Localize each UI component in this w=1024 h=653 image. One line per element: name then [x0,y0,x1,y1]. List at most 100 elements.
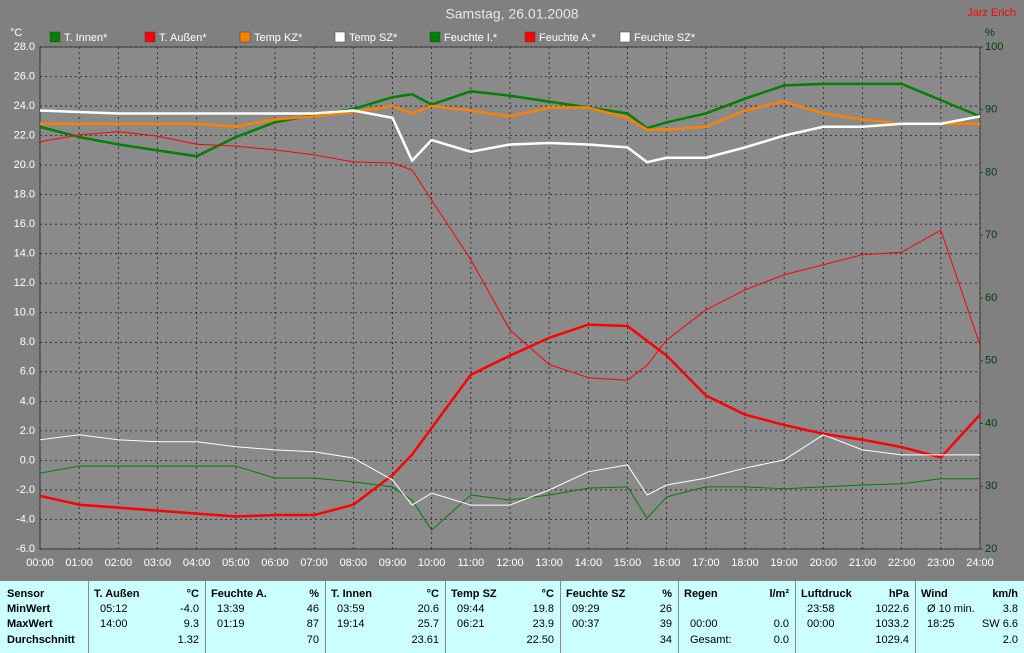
legend-label: Feuchte I.* [444,32,498,44]
table-cell: 1033.2 [875,618,909,630]
table-cell: Temp SZ [451,588,497,600]
table-cell: 03:59 [337,603,365,615]
table-cell: 0.0 [773,634,789,646]
x-tick-label: 06:00 [261,557,289,569]
y-tick-label: 14.0 [14,248,35,260]
x-tick-label: 23:00 [927,557,955,569]
x-tick-label: 17:00 [692,557,720,569]
x-tick-label: 16:00 [653,557,681,569]
legend-label: T. Außen* [159,32,207,44]
table-cell: 1.32 [177,634,199,646]
y-tick-label: 16.0 [14,218,35,230]
table-cell: 19:14 [337,618,365,630]
table-cell: l/m² [769,588,789,600]
table-cell: 19.8 [532,603,554,615]
column-separator [88,581,89,653]
table-cell: °C [541,588,554,600]
column-separator [795,581,796,653]
y2-axis-label: % [985,27,995,39]
table-cell: 09:29 [572,603,600,615]
column-separator [445,581,446,653]
legend-swatch [524,31,536,43]
table-cell: km/h [992,588,1018,600]
table-cell: Gesamt: [690,634,732,646]
series-line [39,82,981,158]
table-cell: Durchschnitt [7,634,75,646]
table-cell: 06:21 [457,618,485,630]
table-cell: T. Außen [94,588,140,600]
y-axis-label: °C [10,27,22,39]
x-tick-label: 09:00 [379,557,407,569]
series-line [40,100,980,131]
x-tick-label: 11:00 [457,557,484,569]
table-cell: 01:19 [217,618,245,630]
series-line [39,323,981,518]
legend-label: Temp KZ* [254,32,303,44]
y2-tick-label: 40 [985,417,997,429]
table-cell: °C [186,588,199,600]
y-tick-label: 12.0 [14,277,35,289]
table-cell: Sensor [7,588,45,600]
legend-swatch [239,31,251,43]
table-cell: 87 [306,618,319,630]
table-cell: MaxWert [7,618,53,630]
y-tick-label: -4.0 [16,513,35,525]
table-cell: 70 [306,634,319,646]
y-tick-label: 18.0 [14,189,35,201]
series-line [39,131,981,381]
table-cell: 9.3 [183,618,199,630]
table-cell: 00:00 [807,618,835,630]
table-cell: °C [426,588,439,600]
y-tick-label: 28.0 [14,41,35,53]
y-tick-label: 4.0 [20,395,35,407]
column-separator [325,581,326,653]
x-tick-label: 10:00 [418,557,446,569]
x-tick-label: 04:00 [183,557,211,569]
y2-tick-label: 100 [985,41,1003,53]
y-tick-label: -6.0 [16,543,35,555]
table-cell: % [309,588,319,600]
table-cell: hPa [888,588,909,600]
table-cell: 22.50 [526,634,554,646]
y-tick-label: -2.0 [16,484,35,496]
table-cell: 1029.4 [875,634,909,646]
table-cell: 20.6 [417,603,439,615]
x-tick-label: 18:00 [731,557,759,569]
y-tick-label: 20.0 [14,159,35,171]
table-cell: 1022.6 [875,603,909,615]
y2-tick-label: 60 [985,292,997,304]
table-cell: MinWert [7,603,51,615]
y-tick-label: 2.0 [20,425,35,437]
table-cell: 2.0 [1002,634,1018,646]
x-tick-label: 24:00 [966,557,994,569]
x-tick-label: 22:00 [888,557,916,569]
table-cell: Ø 10 min. [927,603,975,615]
y-tick-label: 10.0 [14,307,35,319]
x-tick-label: 19:00 [770,557,798,569]
y2-tick-label: 50 [985,355,997,367]
y2-tick-label: 30 [985,480,997,492]
table-cell: 26 [659,603,672,615]
y2-tick-label: 90 [985,104,997,116]
x-tick-label: 21:00 [849,557,877,569]
x-tick-label: 00:00 [26,557,54,569]
legend-label: Feuchte A.* [539,32,597,44]
y-tick-label: 26.0 [14,70,35,82]
table-cell: 05:12 [100,603,128,615]
table-cell: 00:00 [690,618,718,630]
x-tick-label: 02:00 [105,557,133,569]
column-separator [205,581,206,653]
table-cell: 14:00 [100,618,128,630]
table-cell: 39 [659,618,672,630]
table-cell: 3.8 [1002,603,1018,615]
table-cell: T. Innen [331,588,372,600]
legend-swatch [144,31,156,43]
legend-swatch [334,31,346,43]
table-cell: 46 [306,603,319,615]
series-line [39,465,980,531]
table-cell: 0.0 [773,618,789,630]
table-cell: 25.7 [417,618,439,630]
chart: Samstag, 26.01.2008 Jarz Erich °C % -6.0… [10,5,1016,569]
legend-swatch [49,31,61,43]
y-tick-label: 8.0 [20,336,35,348]
